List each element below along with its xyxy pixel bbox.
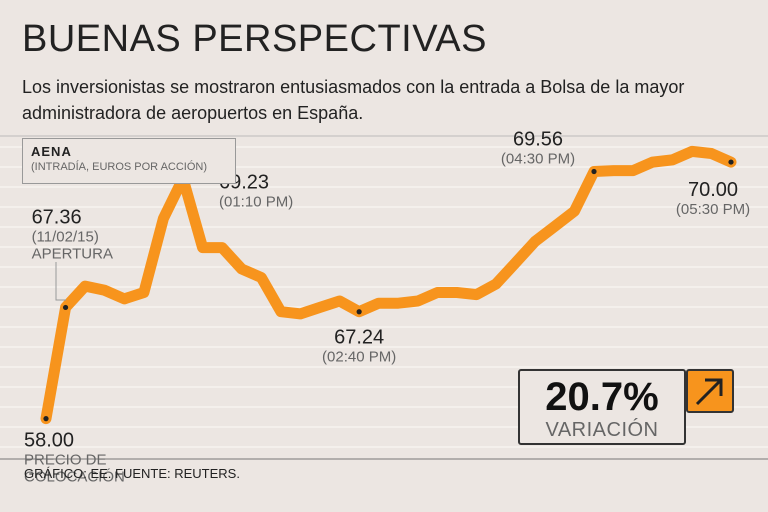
variation-label: VARIACIÓN [545,419,659,441]
data-point-marker [591,168,597,175]
data-label-caption: COLOCACIÓN [24,469,125,486]
page-title: BUENAS PERSPECTIVAS [22,18,487,60]
variation-badge: 20.7% VARIACIÓN [518,369,686,445]
data-label-value: 67.36 [32,206,82,228]
data-label-value: 67.24 [334,327,384,349]
data-label-caption: (05:30 PM) [676,201,750,218]
data-label-caption: (04:30 PM) [501,150,575,167]
data-label-caption: (02:40 PM) [322,349,396,366]
data-label-value: 70.00 [688,179,738,201]
data-point-marker [62,304,69,311]
data-label-value: 58.00 [24,430,74,452]
data-point-marker [43,416,49,422]
data-label-caption: PRECIO DE [24,452,107,469]
legend-unit: (INTRADÍA, EUROS POR ACCIÓN) [31,161,208,173]
arrow-up-right-icon [686,369,734,413]
data-point-marker [728,159,734,165]
subtitle: Los inversionistas se mostraron entusias… [22,77,685,123]
legend: AENA (INTRADÍA, EUROS POR ACCIÓN) [22,138,236,184]
legend-series-name: AENA [31,144,72,159]
leader-line [55,262,66,301]
data-point-marker [356,309,362,315]
source-note: GRÁFICO: EE. FUENTE: REUTERS. [24,466,240,481]
variation-value: 20.7% [545,375,659,419]
data-label-caption: (11/02/15) [32,228,99,245]
data-label-value: 69.56 [513,128,563,150]
data-label-caption: APERTURA [32,245,113,262]
series-line-aena [40,145,737,425]
gridlines [0,135,768,460]
data-label-caption: (01:10 PM) [219,194,293,211]
